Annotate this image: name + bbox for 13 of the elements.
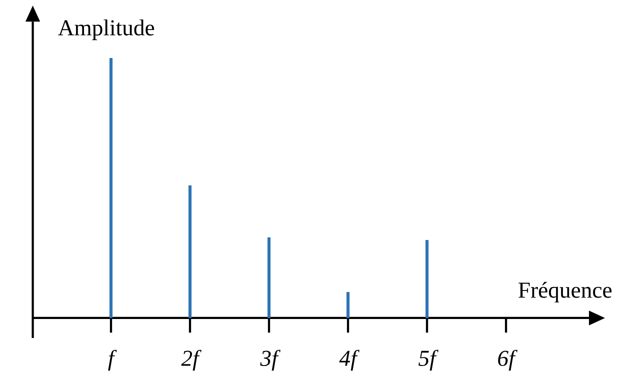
bar [346,292,350,318]
x-tick-label: 4f [339,350,360,371]
x-tick-label: f [108,350,117,371]
y-axis-title: Amplitude [58,20,154,40]
x-axis-title: Fréquence [518,282,612,302]
bar [425,240,429,318]
x-tick-label: 5f [418,350,438,371]
bar [267,237,271,318]
x-tick-label: 6f [498,350,518,371]
x-tick-label: 2f [181,350,202,371]
bar [109,58,113,318]
bar [188,185,192,318]
x-tick-label: 3f [260,350,280,371]
